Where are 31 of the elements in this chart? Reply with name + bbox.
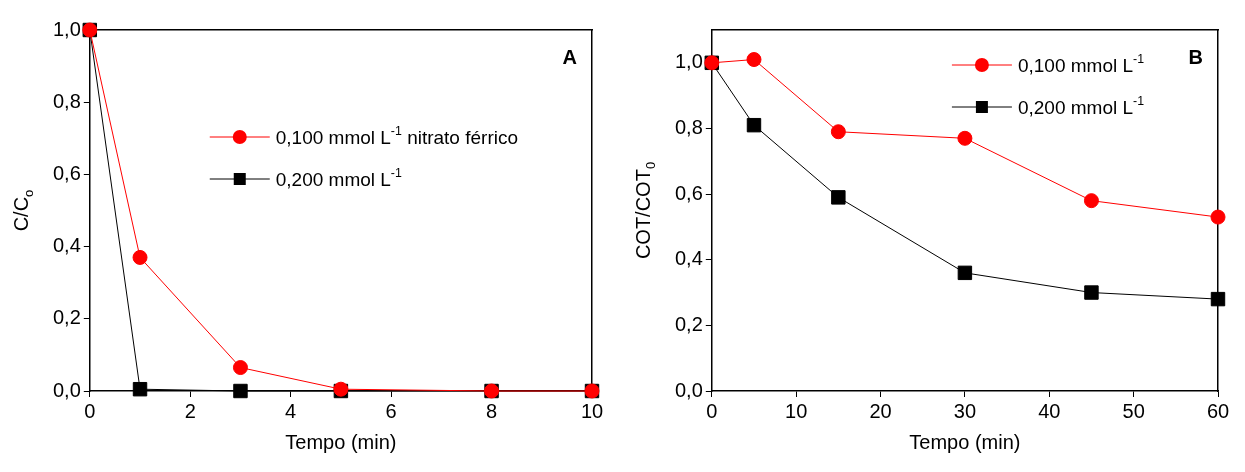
annotation: B <box>1188 45 1203 68</box>
y-tick-label: 0,0 <box>674 378 703 401</box>
x-tick-label: 20 <box>869 399 892 422</box>
y-tick-label: 0,0 <box>52 378 81 401</box>
x-tick-label: 8 <box>486 399 498 422</box>
x-tick-label: 2 <box>184 399 196 422</box>
x-tick-label: 40 <box>1038 399 1061 422</box>
y-tick-label: 0,6 <box>52 161 81 184</box>
y-axis-title: COT/COT0 <box>631 161 658 260</box>
x-axis-title: Tempo (min) <box>285 431 397 453</box>
y-tick-label: 0,2 <box>52 306 81 329</box>
y-tick-label: 0,8 <box>674 115 703 138</box>
x-tick-label: 50 <box>1122 399 1145 422</box>
annotation: A <box>562 45 577 68</box>
y-tick-label: 0,2 <box>674 312 703 335</box>
x-tick-label: 0 <box>84 399 96 422</box>
x-tick-label: 4 <box>285 399 297 422</box>
x-tick-label: 10 <box>785 399 808 422</box>
x-tick-label: 30 <box>953 399 977 422</box>
x-axis-title: Tempo (min) <box>909 431 1021 453</box>
x-tick-label: 6 <box>385 399 397 422</box>
y-tick-label: 0,8 <box>52 89 81 112</box>
y-axis-title: C/Co <box>9 189 36 232</box>
y-tick-label: 0,4 <box>52 234 81 257</box>
x-tick-label: 10 <box>580 399 604 422</box>
y-tick-label: 0,6 <box>674 181 703 204</box>
x-tick-label: 60 <box>1206 399 1230 422</box>
x-tick-label: 0 <box>706 399 718 422</box>
y-tick-label: 1,0 <box>674 50 703 73</box>
y-tick-label: 1,0 <box>52 17 81 40</box>
y-tick-label: 0,4 <box>674 247 703 270</box>
